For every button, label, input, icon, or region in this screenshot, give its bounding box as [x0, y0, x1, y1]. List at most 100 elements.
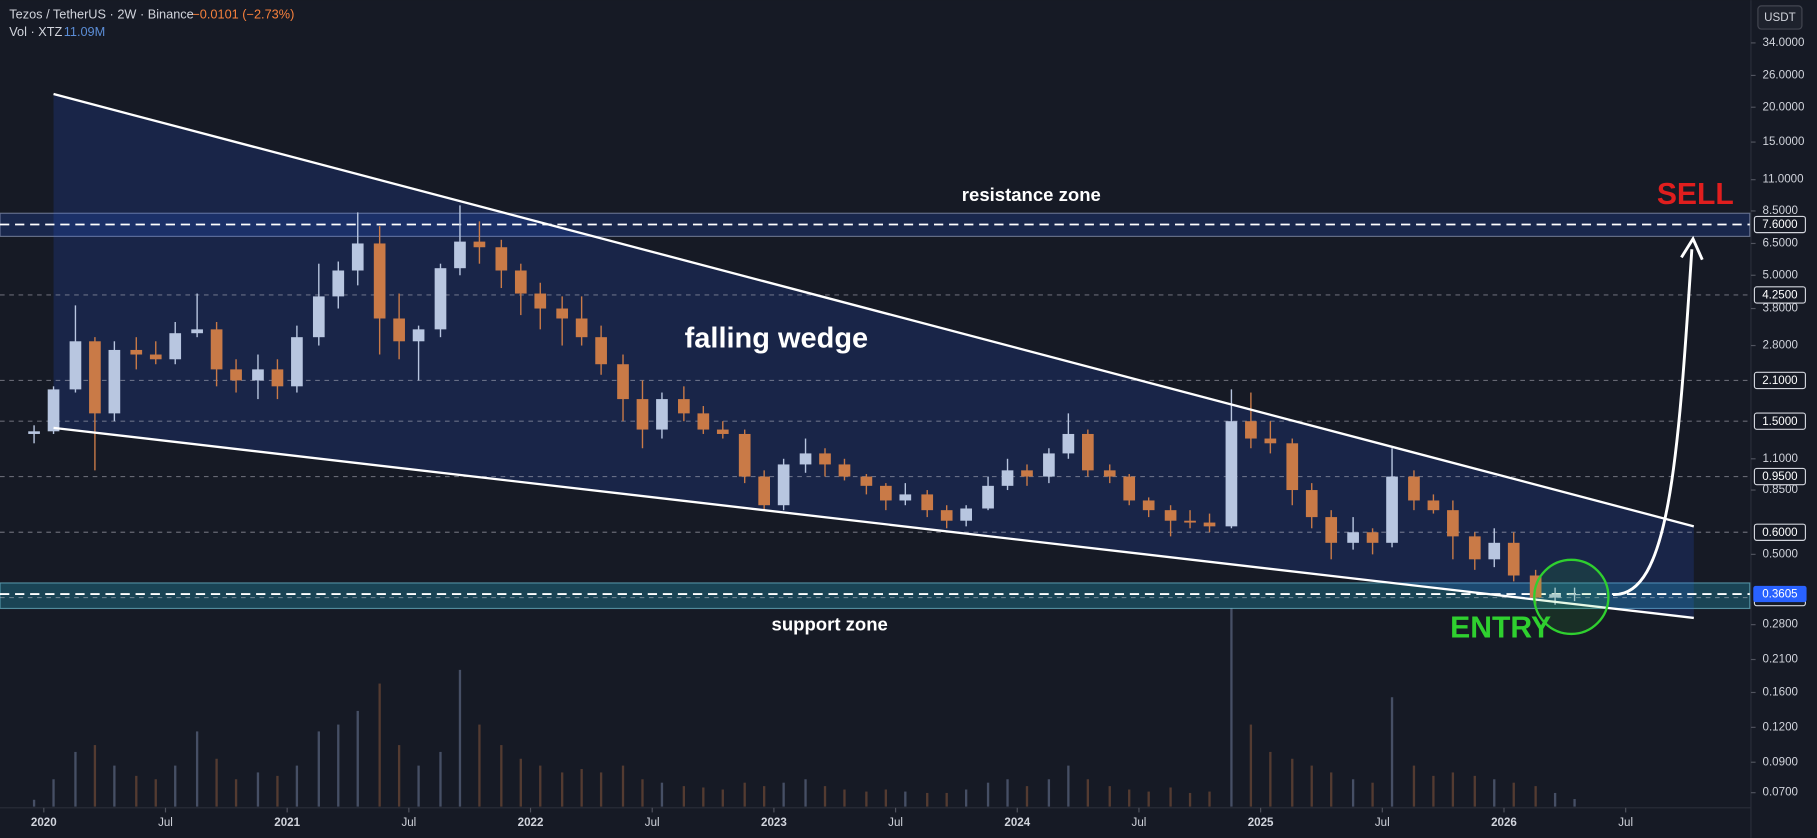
- x-tick-label: Jul: [1132, 817, 1147, 829]
- volume-bar: [1025, 786, 1029, 807]
- candle-body: [149, 354, 162, 360]
- candle-body: [169, 333, 182, 360]
- volume-bar: [721, 789, 724, 807]
- axis: 7.60004.25002.10001.50000.95000.60000.35…: [31, 37, 1807, 829]
- x-tick-label: 2024: [1004, 817, 1030, 829]
- level-label: 2.1000: [1762, 375, 1797, 387]
- level-box: [1753, 523, 1806, 541]
- volume-bar: [1208, 791, 1211, 807]
- volume-bar: [823, 786, 827, 807]
- candle-body: [960, 508, 972, 521]
- x-tick-label: Jul: [401, 817, 416, 829]
- volume-bar: [276, 775, 279, 807]
- volume-bar: [641, 779, 644, 807]
- volume-bar: [135, 775, 138, 807]
- volume-bar: [1249, 724, 1253, 807]
- level-label: 1.5000: [1762, 416, 1797, 428]
- y-tick-label: 5.0000: [1763, 269, 1798, 281]
- volume-bar: [234, 779, 238, 807]
- candle-body: [454, 241, 466, 269]
- candle-body: [860, 476, 873, 486]
- candle-body: [28, 431, 40, 434]
- volume-bar: [1310, 765, 1313, 807]
- candle-body: [412, 329, 425, 342]
- candle-body: [534, 293, 547, 309]
- volume-bar: [337, 724, 340, 807]
- volume: [32, 608, 1576, 807]
- candle-body: [1103, 470, 1116, 477]
- candle-body: [1264, 438, 1277, 444]
- volume-bar: [1108, 786, 1111, 807]
- volume-bar: [417, 765, 420, 807]
- candle-body: [1507, 542, 1520, 576]
- volume-bar: [1047, 779, 1051, 807]
- candle-body: [575, 318, 588, 338]
- volume-bar: [397, 745, 401, 807]
- candle-body: [1245, 421, 1257, 439]
- candle-body: [312, 296, 325, 338]
- volume-bar: [904, 791, 907, 807]
- annotation: ENTRY: [1450, 611, 1551, 644]
- volume-bar: [804, 779, 807, 807]
- candle-body: [69, 341, 82, 390]
- candle-body: [1001, 470, 1014, 486]
- volume-bar: [865, 791, 868, 807]
- candle-body: [1386, 476, 1398, 543]
- last-price-box: [1753, 585, 1807, 603]
- candle-body: [1164, 510, 1177, 521]
- volume-bar: [1230, 608, 1233, 807]
- volume-bar: [1086, 779, 1089, 807]
- volume-bar: [843, 789, 846, 807]
- candle-body: [495, 247, 508, 271]
- candle-body: [1408, 476, 1420, 501]
- volume-bar: [478, 724, 481, 807]
- level-label: 0.6000: [1762, 527, 1797, 539]
- y-tick-label: 26.0000: [1763, 69, 1805, 81]
- arrow-head: [1680, 235, 1704, 261]
- currency-label[interactable]: USDT: [1764, 12, 1796, 24]
- volume-bar: [1269, 751, 1272, 807]
- volume-bar: [782, 782, 785, 807]
- candle-body: [1427, 500, 1440, 511]
- volume-bar: [580, 769, 583, 807]
- y-tick-label: 8.5000: [1763, 205, 1798, 217]
- volume-bar: [621, 765, 625, 807]
- currency-button[interactable]: [1757, 5, 1803, 30]
- volume-bar: [945, 792, 948, 807]
- x-tick-label: 2025: [1248, 817, 1274, 829]
- candle-body: [1142, 500, 1155, 511]
- x-tick-label: Jul: [158, 817, 173, 829]
- candles: [28, 205, 1581, 605]
- zones: [0, 94, 1751, 618]
- y-tick-label: 20.0000: [1763, 101, 1805, 113]
- volume-bar: [52, 779, 55, 807]
- volume-bar: [561, 772, 564, 807]
- candle-body: [819, 453, 831, 465]
- level-label: 7.6000: [1762, 219, 1797, 231]
- annotation: support zone: [772, 614, 888, 635]
- volume-bar: [599, 772, 603, 807]
- candle-body: [838, 464, 851, 477]
- candle-body: [291, 337, 303, 387]
- volume-bar: [1067, 765, 1070, 807]
- x-tick-label: 2023: [761, 817, 787, 829]
- volume-bar: [702, 787, 705, 807]
- volume-bar: [1553, 792, 1557, 807]
- candle-body: [1325, 517, 1338, 543]
- annotation: falling wedge: [685, 322, 869, 354]
- volume-bar: [926, 792, 929, 807]
- candle-body: [1468, 536, 1481, 560]
- x-tick-label: 2026: [1491, 817, 1517, 829]
- volume-bar: [1188, 792, 1192, 807]
- candle-body: [899, 494, 912, 501]
- candle-body: [434, 268, 447, 330]
- candle-body: [1021, 470, 1033, 477]
- x-tick-label: Jul: [1618, 817, 1633, 829]
- annotation: resistance zone: [962, 184, 1101, 205]
- y-tick-label: 15.0000: [1763, 136, 1805, 148]
- price-change: −0.0101 (−2.73%): [192, 7, 294, 22]
- x-tick-label: 2021: [274, 817, 300, 829]
- candle-body: [595, 337, 607, 365]
- overlay: [53, 92, 1695, 620]
